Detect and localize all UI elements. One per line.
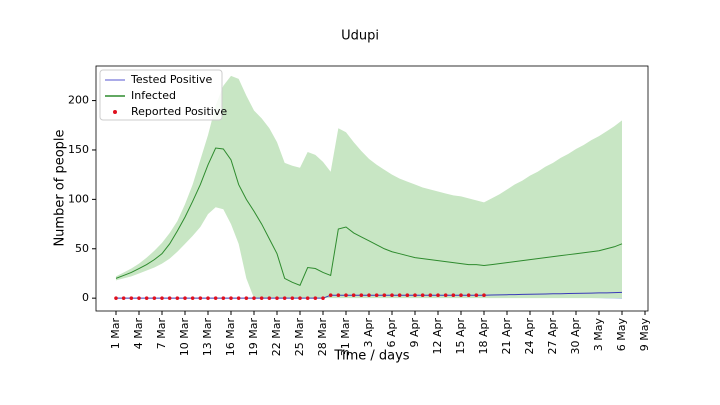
reported-point bbox=[244, 296, 249, 300]
x-tick-label: 22 Mar bbox=[270, 318, 283, 357]
reported-point bbox=[466, 293, 471, 297]
reported-point bbox=[152, 296, 157, 300]
chart-title: Udupi bbox=[341, 29, 379, 44]
reported-point bbox=[390, 293, 394, 297]
x-tick-label: 7 Mar bbox=[155, 318, 168, 350]
reported-point bbox=[206, 296, 210, 300]
reported-point bbox=[190, 296, 195, 300]
x-tick-label: 3 May bbox=[592, 318, 605, 352]
reported-point bbox=[428, 293, 433, 297]
x-tick-label: 21 Apr bbox=[500, 318, 513, 355]
reported-point bbox=[382, 293, 387, 297]
reported-point bbox=[451, 293, 456, 297]
reported-point bbox=[367, 293, 371, 297]
legend-label: Reported Positive bbox=[131, 105, 227, 118]
x-tick-label: 31 Mar bbox=[339, 318, 352, 357]
reported-point bbox=[175, 296, 180, 300]
y-tick-label: 50 bbox=[75, 242, 89, 255]
reported-point bbox=[129, 296, 134, 300]
reported-point bbox=[413, 293, 417, 297]
x-tick-label: 30 Apr bbox=[569, 318, 582, 355]
x-tick-label: 27 Apr bbox=[546, 318, 559, 355]
reported-point bbox=[482, 293, 486, 297]
reported-point bbox=[275, 296, 279, 300]
reported-point bbox=[114, 296, 118, 300]
reported-point bbox=[137, 296, 141, 300]
reported-point bbox=[252, 296, 256, 300]
reported-point bbox=[221, 296, 226, 300]
legend-marker bbox=[113, 110, 117, 114]
reported-point bbox=[167, 296, 172, 300]
reported-point bbox=[397, 293, 402, 297]
reported-point bbox=[267, 296, 272, 300]
reported-point bbox=[160, 296, 164, 300]
reported-point bbox=[336, 293, 341, 297]
x-tick-label: 15 Apr bbox=[454, 318, 467, 355]
reported-point bbox=[290, 296, 295, 300]
reported-point bbox=[313, 296, 318, 300]
reported-point bbox=[405, 293, 410, 297]
reported-point bbox=[198, 296, 203, 300]
reported-point bbox=[374, 293, 379, 297]
reported-point bbox=[420, 293, 425, 297]
x-tick-label: 24 Apr bbox=[523, 318, 536, 355]
series-line bbox=[115, 147, 623, 286]
x-tick-label: 9 Apr bbox=[408, 318, 421, 348]
legend-label: Infected bbox=[131, 89, 176, 102]
y-axis-label: Number of people bbox=[53, 129, 68, 246]
reported-point bbox=[321, 296, 325, 300]
reported-point bbox=[213, 296, 218, 300]
reported-point bbox=[229, 296, 233, 300]
x-tick-label: 6 Apr bbox=[385, 318, 398, 348]
x-tick-label: 4 Mar bbox=[132, 318, 145, 350]
reported-point bbox=[259, 296, 264, 300]
y-tick-label: 150 bbox=[68, 143, 89, 156]
reported-point bbox=[298, 296, 302, 300]
confidence-band bbox=[116, 75, 622, 299]
reported-point bbox=[236, 296, 241, 300]
reported-point bbox=[282, 296, 287, 300]
reported-point bbox=[144, 296, 149, 300]
x-tick-label: 1 Mar bbox=[109, 318, 122, 350]
x-tick-label: 12 Apr bbox=[431, 318, 444, 355]
plot-frame bbox=[95, 65, 649, 312]
x-tick-label: 28 Mar bbox=[316, 318, 329, 357]
reported-point bbox=[459, 293, 463, 297]
x-tick-label: 13 Mar bbox=[201, 318, 214, 357]
reported-point bbox=[121, 296, 126, 300]
y-tick-label: 0 bbox=[82, 291, 89, 304]
reported-point bbox=[344, 293, 348, 297]
y-tick-label: 100 bbox=[68, 192, 89, 205]
x-tick-label: 6 May bbox=[615, 318, 628, 352]
x-tick-label: 16 Mar bbox=[224, 318, 237, 357]
x-tick-label: 25 Mar bbox=[293, 318, 306, 357]
y-tick-label: 200 bbox=[68, 94, 89, 107]
legend-label: Tested Positive bbox=[130, 73, 213, 86]
reported-point bbox=[443, 293, 448, 297]
reported-point bbox=[474, 293, 479, 297]
x-axis-label: Time / days bbox=[333, 349, 409, 364]
x-tick-label: 3 Apr bbox=[362, 318, 375, 348]
reported-point bbox=[351, 293, 356, 297]
reported-point bbox=[328, 293, 333, 297]
reported-point bbox=[436, 293, 440, 297]
reported-point bbox=[359, 293, 364, 297]
x-tick-label: 19 Mar bbox=[247, 318, 260, 357]
reported-point bbox=[183, 296, 187, 300]
x-tick-label: 9 May bbox=[638, 318, 651, 352]
x-tick-label: 10 Mar bbox=[178, 318, 191, 357]
x-tick-label: 18 Apr bbox=[477, 318, 490, 355]
reported-point bbox=[305, 296, 310, 300]
legend-box bbox=[99, 69, 223, 121]
